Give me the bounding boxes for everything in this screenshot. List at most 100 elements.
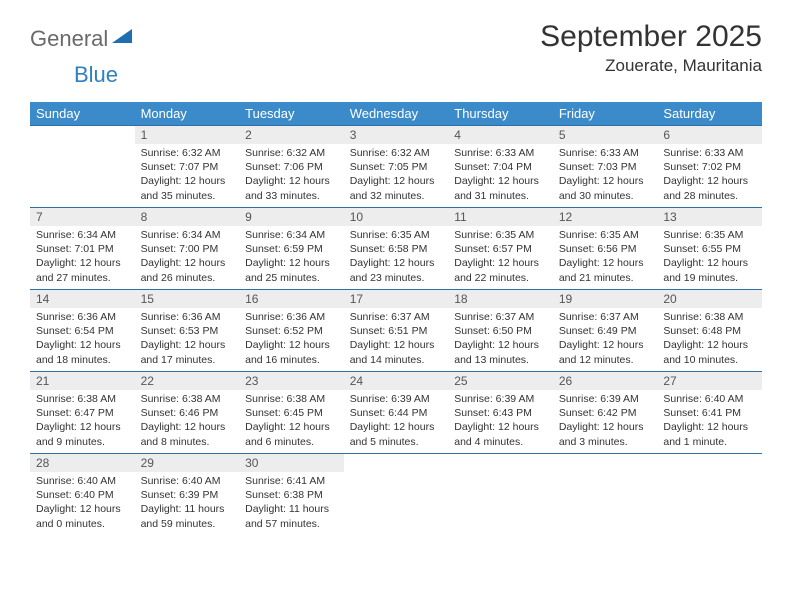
day-number: 20 (657, 290, 762, 308)
day-details: Sunrise: 6:35 AMSunset: 6:56 PMDaylight:… (553, 226, 658, 289)
day-cell: 9Sunrise: 6:34 AMSunset: 6:59 PMDaylight… (239, 208, 344, 290)
calendar-table: Sunday Monday Tuesday Wednesday Thursday… (30, 102, 762, 536)
day-number: 8 (135, 208, 240, 226)
day-details: Sunrise: 6:41 AMSunset: 6:38 PMDaylight:… (239, 472, 344, 535)
daylight-text: Daylight: 12 hours and 13 minutes. (454, 338, 547, 366)
sunrise-text: Sunrise: 6:39 AM (559, 392, 652, 406)
day-details: Sunrise: 6:33 AMSunset: 7:03 PMDaylight:… (553, 144, 658, 207)
sunrise-text: Sunrise: 6:36 AM (245, 310, 338, 324)
day-cell: 12Sunrise: 6:35 AMSunset: 6:56 PMDayligh… (553, 208, 658, 290)
sunrise-text: Sunrise: 6:35 AM (663, 228, 756, 242)
sunset-text: Sunset: 6:50 PM (454, 324, 547, 338)
day-cell: 15Sunrise: 6:36 AMSunset: 6:53 PMDayligh… (135, 290, 240, 372)
day-details: Sunrise: 6:39 AMSunset: 6:43 PMDaylight:… (448, 390, 553, 453)
day-cell: 19Sunrise: 6:37 AMSunset: 6:49 PMDayligh… (553, 290, 658, 372)
day-number: 6 (657, 126, 762, 144)
weekday-header: Thursday (448, 102, 553, 126)
logo-text-general: General (30, 26, 108, 52)
sunrise-text: Sunrise: 6:38 AM (141, 392, 234, 406)
sunset-text: Sunset: 7:00 PM (141, 242, 234, 256)
day-details: Sunrise: 6:40 AMSunset: 6:39 PMDaylight:… (135, 472, 240, 535)
day-cell: 25Sunrise: 6:39 AMSunset: 6:43 PMDayligh… (448, 372, 553, 454)
sunrise-text: Sunrise: 6:36 AM (36, 310, 129, 324)
sunset-text: Sunset: 7:03 PM (559, 160, 652, 174)
sunrise-text: Sunrise: 6:38 AM (663, 310, 756, 324)
day-cell: 20Sunrise: 6:38 AMSunset: 6:48 PMDayligh… (657, 290, 762, 372)
daylight-text: Daylight: 11 hours and 57 minutes. (245, 502, 338, 530)
sunrise-text: Sunrise: 6:33 AM (663, 146, 756, 160)
day-number: 19 (553, 290, 658, 308)
sunrise-text: Sunrise: 6:35 AM (454, 228, 547, 242)
day-details: Sunrise: 6:38 AMSunset: 6:45 PMDaylight:… (239, 390, 344, 453)
month-title: September 2025 (540, 20, 762, 54)
day-number: 1 (135, 126, 240, 144)
day-number: 4 (448, 126, 553, 144)
day-details: Sunrise: 6:36 AMSunset: 6:52 PMDaylight:… (239, 308, 344, 371)
daylight-text: Daylight: 12 hours and 28 minutes. (663, 174, 756, 202)
weekday-header: Wednesday (344, 102, 449, 126)
weekday-header: Monday (135, 102, 240, 126)
day-cell (657, 454, 762, 536)
day-cell: 10Sunrise: 6:35 AMSunset: 6:58 PMDayligh… (344, 208, 449, 290)
sunset-text: Sunset: 7:07 PM (141, 160, 234, 174)
sunset-text: Sunset: 6:43 PM (454, 406, 547, 420)
day-details: Sunrise: 6:35 AMSunset: 6:57 PMDaylight:… (448, 226, 553, 289)
day-number: 12 (553, 208, 658, 226)
daylight-text: Daylight: 12 hours and 4 minutes. (454, 420, 547, 448)
sunset-text: Sunset: 6:54 PM (36, 324, 129, 338)
daylight-text: Daylight: 12 hours and 14 minutes. (350, 338, 443, 366)
daylight-text: Daylight: 12 hours and 22 minutes. (454, 256, 547, 284)
day-cell (448, 454, 553, 536)
sunrise-text: Sunrise: 6:37 AM (350, 310, 443, 324)
day-number: 9 (239, 208, 344, 226)
day-cell: 24Sunrise: 6:39 AMSunset: 6:44 PMDayligh… (344, 372, 449, 454)
sunrise-text: Sunrise: 6:33 AM (559, 146, 652, 160)
weekday-header-row: Sunday Monday Tuesday Wednesday Thursday… (30, 102, 762, 126)
day-details: Sunrise: 6:38 AMSunset: 6:46 PMDaylight:… (135, 390, 240, 453)
day-cell: 30Sunrise: 6:41 AMSunset: 6:38 PMDayligh… (239, 454, 344, 536)
sunset-text: Sunset: 6:51 PM (350, 324, 443, 338)
sunset-text: Sunset: 7:04 PM (454, 160, 547, 174)
sunset-text: Sunset: 6:48 PM (663, 324, 756, 338)
sunset-text: Sunset: 6:55 PM (663, 242, 756, 256)
sunset-text: Sunset: 6:46 PM (141, 406, 234, 420)
sunrise-text: Sunrise: 6:38 AM (36, 392, 129, 406)
day-details: Sunrise: 6:34 AMSunset: 6:59 PMDaylight:… (239, 226, 344, 289)
day-cell: 29Sunrise: 6:40 AMSunset: 6:39 PMDayligh… (135, 454, 240, 536)
sunrise-text: Sunrise: 6:33 AM (454, 146, 547, 160)
weekday-header: Friday (553, 102, 658, 126)
day-details: Sunrise: 6:35 AMSunset: 6:58 PMDaylight:… (344, 226, 449, 289)
daylight-text: Daylight: 12 hours and 32 minutes. (350, 174, 443, 202)
sunrise-text: Sunrise: 6:40 AM (36, 474, 129, 488)
day-number: 7 (30, 208, 135, 226)
day-cell: 2Sunrise: 6:32 AMSunset: 7:06 PMDaylight… (239, 126, 344, 208)
day-cell: 1Sunrise: 6:32 AMSunset: 7:07 PMDaylight… (135, 126, 240, 208)
day-number: 11 (448, 208, 553, 226)
day-details: Sunrise: 6:32 AMSunset: 7:07 PMDaylight:… (135, 144, 240, 207)
daylight-text: Daylight: 12 hours and 25 minutes. (245, 256, 338, 284)
day-number: 25 (448, 372, 553, 390)
sunset-text: Sunset: 7:06 PM (245, 160, 338, 174)
day-cell: 4Sunrise: 6:33 AMSunset: 7:04 PMDaylight… (448, 126, 553, 208)
sunrise-text: Sunrise: 6:37 AM (559, 310, 652, 324)
daylight-text: Daylight: 12 hours and 17 minutes. (141, 338, 234, 366)
sunset-text: Sunset: 6:44 PM (350, 406, 443, 420)
day-details: Sunrise: 6:37 AMSunset: 6:50 PMDaylight:… (448, 308, 553, 371)
day-details: Sunrise: 6:35 AMSunset: 6:55 PMDaylight:… (657, 226, 762, 289)
day-cell: 11Sunrise: 6:35 AMSunset: 6:57 PMDayligh… (448, 208, 553, 290)
daylight-text: Daylight: 11 hours and 59 minutes. (141, 502, 234, 530)
sunrise-text: Sunrise: 6:34 AM (36, 228, 129, 242)
day-cell: 13Sunrise: 6:35 AMSunset: 6:55 PMDayligh… (657, 208, 762, 290)
day-cell: 7Sunrise: 6:34 AMSunset: 7:01 PMDaylight… (30, 208, 135, 290)
day-cell: 22Sunrise: 6:38 AMSunset: 6:46 PMDayligh… (135, 372, 240, 454)
daylight-text: Daylight: 12 hours and 30 minutes. (559, 174, 652, 202)
sunset-text: Sunset: 6:39 PM (141, 488, 234, 502)
sunrise-text: Sunrise: 6:41 AM (245, 474, 338, 488)
day-number: 30 (239, 454, 344, 472)
sunset-text: Sunset: 6:45 PM (245, 406, 338, 420)
day-number: 24 (344, 372, 449, 390)
week-row: 21Sunrise: 6:38 AMSunset: 6:47 PMDayligh… (30, 372, 762, 454)
day-details: Sunrise: 6:38 AMSunset: 6:48 PMDaylight:… (657, 308, 762, 371)
sunrise-text: Sunrise: 6:34 AM (245, 228, 338, 242)
sunrise-text: Sunrise: 6:35 AM (350, 228, 443, 242)
